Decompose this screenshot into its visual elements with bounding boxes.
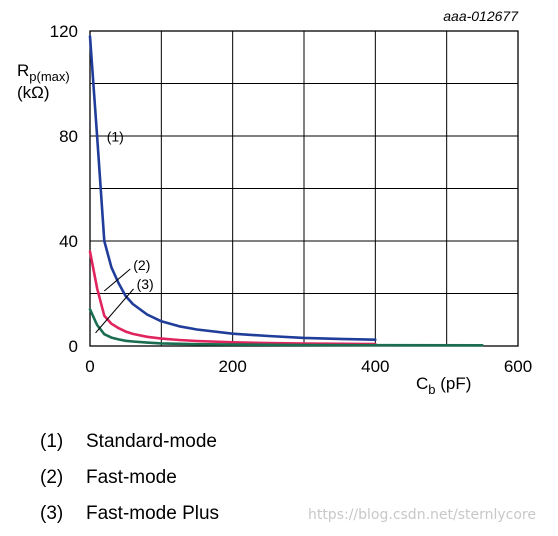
tick-labels: 0 40 80 120 0 200 400 600 <box>50 22 533 376</box>
y-tick-label: 0 <box>69 337 78 356</box>
y-axis-unit: (kΩ) <box>17 83 50 102</box>
chart: aaa-012677 Rp(max) (kΩ) 0 40 80 120 0 200 400 6… <box>17 8 533 397</box>
legend-label: Standard-mode <box>86 431 217 452</box>
legend: (1) Standard-mode (2) Fast-mode (3) Fast… <box>40 428 219 536</box>
legend-key: (2) <box>40 467 64 488</box>
x-axis-label-sub: b <box>428 382 435 397</box>
y-tick-label: 40 <box>59 232 78 251</box>
legend-label: Fast-mode <box>86 467 177 488</box>
y-axis-label-sub: p(max) <box>29 69 69 84</box>
x-axis-label-unit: (pF) <box>436 374 472 393</box>
legend-key: (3) <box>40 503 64 524</box>
x-tick-label: 400 <box>361 357 389 376</box>
watermark: https://blog.csdn.net/sternlycore <box>307 507 536 523</box>
figure-id: aaa-012677 <box>443 8 519 24</box>
annotation-leader-3 <box>95 288 134 334</box>
legend-item-standard-mode: (1) Standard-mode <box>40 428 219 464</box>
x-axis-label-main: C <box>416 374 428 393</box>
x-tick-label: 600 <box>504 357 532 376</box>
annotations: (1) (2) (3) <box>95 128 154 334</box>
x-axis-label: Cb (pF) <box>416 374 471 397</box>
y-axis-label-main: R <box>17 61 29 80</box>
annotation-label-3: (3) <box>137 276 154 292</box>
x-tick-label: 0 <box>85 357 94 376</box>
legend-item-fast-mode: (2) Fast-mode <box>40 464 219 500</box>
series-line-1 <box>88 34 377 342</box>
legend-key: (1) <box>40 431 64 452</box>
series-line-2 <box>88 250 377 346</box>
annotation-label-1: (1) <box>107 128 124 144</box>
y-tick-label: 80 <box>59 127 78 146</box>
series-lines <box>88 34 484 347</box>
y-tick-label: 120 <box>50 22 78 41</box>
legend-item-fast-mode-plus: (3) Fast-mode Plus <box>40 500 219 536</box>
y-axis-label: Rp(max) <box>17 61 70 84</box>
annotation-leader-2 <box>103 268 131 292</box>
grid <box>89 30 519 347</box>
x-tick-label: 200 <box>218 357 246 376</box>
legend-label: Fast-mode Plus <box>86 503 220 524</box>
annotation-label-2: (2) <box>133 257 150 273</box>
series-line-3 <box>88 307 484 347</box>
